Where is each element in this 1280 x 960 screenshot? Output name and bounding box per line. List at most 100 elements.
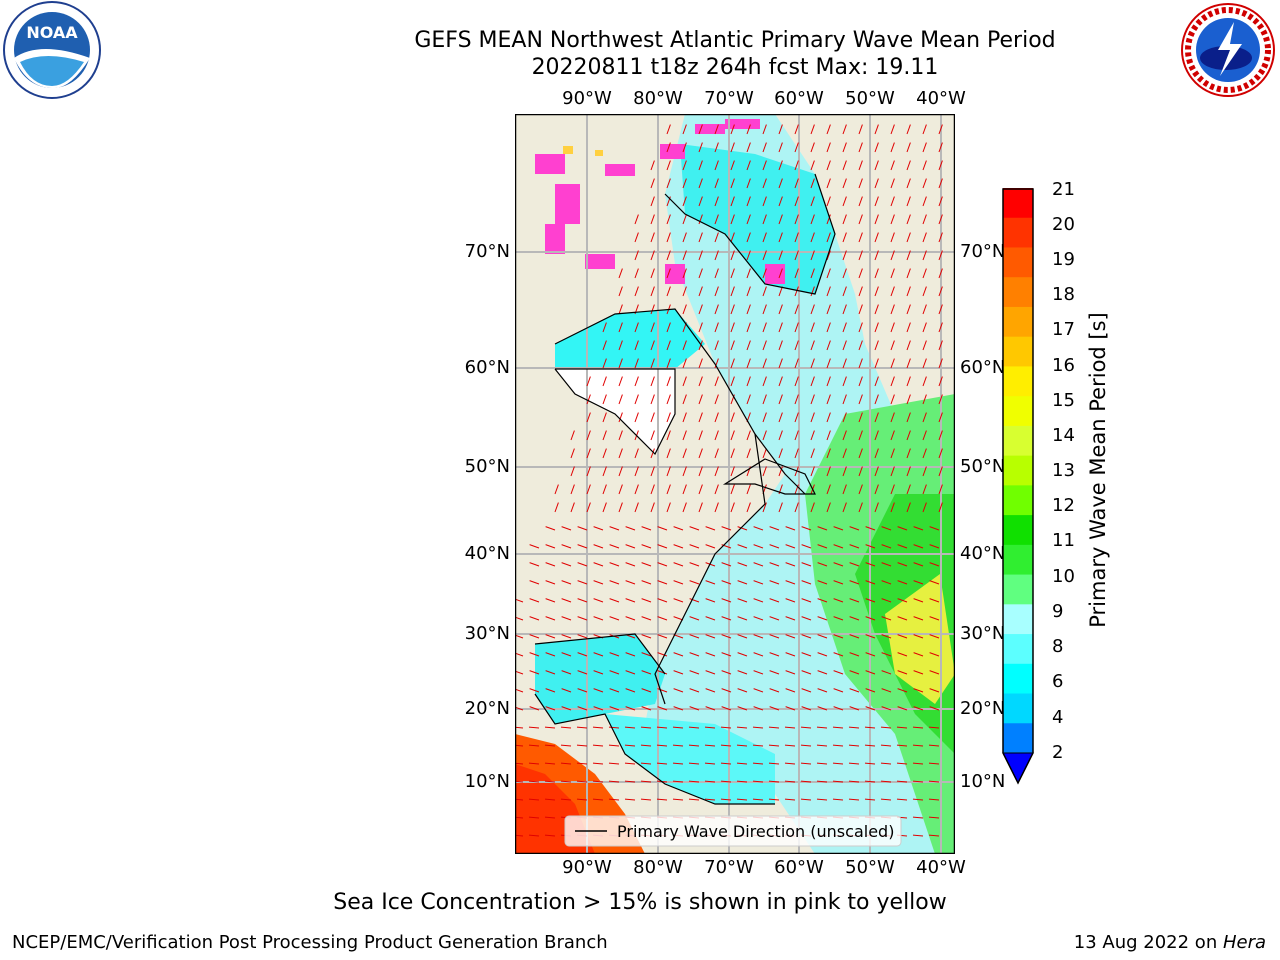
wave-arrow [640,762,652,765]
wave-arrow [858,358,863,369]
wave-arrow [874,214,879,225]
wave-arrow [769,616,780,621]
wave-arrow [736,726,748,729]
wave-arrow [746,160,751,171]
wave-arrow [778,124,783,135]
wave-arrow [730,412,735,423]
wave-arrow [880,798,892,801]
wave-arrow [842,142,847,153]
wave-arrow [762,268,767,279]
colorbar-label: Primary Wave Mean Period [s] [1086,312,1110,628]
wave-arrow [929,562,940,567]
wave-arrow [714,412,719,423]
wave-arrow [881,616,892,621]
colorbar-segment [1003,604,1033,635]
wave-arrow [913,634,924,639]
wave-arrow [634,394,639,405]
wave-arrow [906,322,911,333]
wave-arrow [826,376,831,387]
wave-arrow [746,340,751,351]
wave-arrow [874,502,879,513]
wave-arrow [938,502,943,513]
wave-arrow [938,484,943,495]
wave-arrow [746,214,751,225]
wave-arrow [624,744,636,747]
wave-arrow [577,706,588,711]
wave-arrow [769,598,780,603]
wave-arrow [650,250,655,261]
wave-arrow [544,834,556,837]
wave-arrow [714,250,719,261]
wave-arrow [906,178,911,189]
wave-arrow [842,250,847,261]
wave-arrow [794,250,799,261]
wave-arrow [560,762,572,765]
wave-arrow [762,124,767,135]
lon-tick-bottom: 80°W [633,857,683,878]
wave-arrow [928,780,940,783]
colorbar-segment [1003,366,1033,397]
wave-arrow [641,670,652,675]
lon-tick-top: 70°W [704,88,754,109]
wave-arrow [858,268,863,279]
wave-arrow [714,376,719,387]
colorbar-segment [1003,574,1033,605]
wave-arrow [801,598,812,603]
wave-arrow [721,706,732,711]
wave-arrow [688,726,700,729]
lat-tick-right: 30°N [960,623,1006,644]
wave-arrow [682,214,687,225]
wave-arrow [545,580,556,585]
wave-arrow [714,358,719,369]
wave-arrow [874,358,879,369]
wave-arrow [810,142,815,153]
wave-arrow [897,598,908,603]
wave-arrow [746,124,751,135]
wave-arrow [545,616,556,621]
wave-arrow [561,526,572,531]
wave-arrow [730,322,735,333]
wave-arrow [816,780,828,783]
wave-arrow [689,688,700,693]
wave-arrow [561,544,572,549]
wave-arrow [865,598,876,603]
wave-arrow [785,688,796,693]
wave-arrow [730,196,735,207]
wave-arrow [778,448,783,459]
wave-arrow [698,358,703,369]
wave-arrow [890,160,895,171]
wave-arrow [602,448,607,459]
wave-arrow [746,394,751,405]
wave-arrow [842,214,847,225]
wave-arrow [890,340,895,351]
wave-arrow [858,196,863,207]
colorbar-segment [1003,485,1033,516]
wave-arrow [794,394,799,405]
wave-arrow [890,142,895,153]
wave-arrow [618,358,623,369]
wave-arrow [794,124,799,135]
wave-arrow [842,304,847,315]
wave-arrow [826,196,831,207]
wave-arrow [529,652,540,657]
wave-arrow [544,798,556,801]
wave-arrow [682,394,687,405]
wave-arrow [609,544,620,549]
wave-arrow [721,526,732,531]
wave-arrow [906,466,911,477]
wave-arrow [570,502,575,513]
wave-arrow [618,394,623,405]
wave-arrow [746,196,751,207]
wave-arrow [826,286,831,297]
wave-arrow [618,286,623,297]
wave-arrow [826,304,831,315]
wave-arrow [746,250,751,261]
colorbar-tick: 17 [1052,319,1075,340]
wave-arrow [938,178,943,189]
wave-arrow [730,358,735,369]
wave-arrow [858,430,863,441]
wave-arrow [906,304,911,315]
lat-tick-right: 60°N [960,357,1006,378]
wave-arrow [577,598,588,603]
wave-arrow [634,358,639,369]
